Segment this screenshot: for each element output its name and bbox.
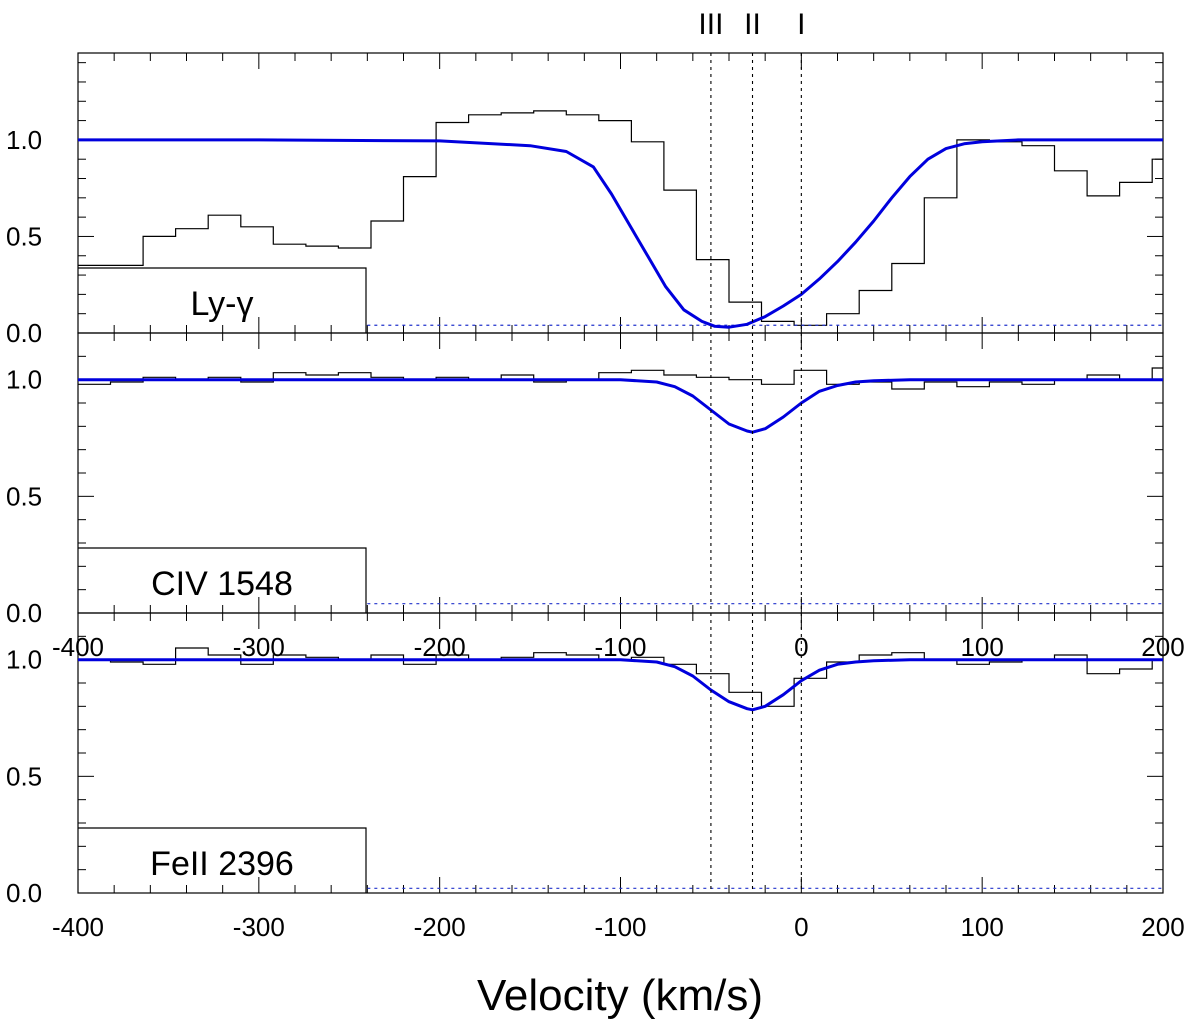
panel-label: CIV 1548 xyxy=(151,565,293,603)
model-fit xyxy=(78,378,1163,434)
x-tick-label: -200 xyxy=(414,912,466,942)
x-tick-label: -400 xyxy=(52,912,104,942)
panel-1: 0.0 0.5 1.0 Ly-γ xyxy=(6,52,1164,348)
y-tick-label: 0.5 xyxy=(6,761,42,791)
label-box xyxy=(78,267,367,333)
x-tick-label: -200 xyxy=(414,632,466,662)
component-label-II: II xyxy=(744,8,761,41)
component-label-III: III xyxy=(698,8,723,41)
x-tick-label: 200 xyxy=(1141,912,1184,942)
y-tick-label: 1.0 xyxy=(6,125,42,155)
y-tick-label: 1.0 xyxy=(6,365,42,395)
x-tick-label: 0 xyxy=(794,632,808,662)
x-tick-label: -300 xyxy=(233,632,285,662)
x-tick-label: -300 xyxy=(233,912,285,942)
x-tick-label: 0 xyxy=(794,912,808,942)
x-axis-title: Velocity (km/s) xyxy=(477,971,763,1020)
panel-label: FeII 2396 xyxy=(150,845,294,883)
y-tick-label: 0.5 xyxy=(6,481,42,511)
y-tick-label: 0.0 xyxy=(6,878,42,908)
y-tick-label: 0.5 xyxy=(6,221,42,251)
x-tick-label: 100 xyxy=(960,912,1003,942)
label-box xyxy=(78,827,367,893)
panels-layer: 0.0 0.5 1.0 Ly-γ 0.0 0.5 1.0 -400 -300 -200 -100 0 1… xyxy=(6,52,1185,942)
panel-label: Ly-γ xyxy=(191,285,254,323)
x-tick-label: 100 xyxy=(960,632,1003,662)
y-tick-label: 0.0 xyxy=(6,598,42,628)
component-label-I: I xyxy=(797,8,805,41)
label-box xyxy=(78,547,367,613)
y-tick-label: 0.0 xyxy=(6,318,42,348)
model-fit xyxy=(78,658,1163,712)
model-fit xyxy=(78,138,1163,329)
y-tick-label: 1.0 xyxy=(6,645,42,675)
data-spectrum xyxy=(78,647,1163,707)
panel-3: 0.0 0.5 1.0 -400 -300 -200 -100 0 100 200 FeII 239… xyxy=(6,612,1185,942)
component-markers: III II I xyxy=(698,8,806,893)
x-tick-label: -100 xyxy=(594,912,646,942)
